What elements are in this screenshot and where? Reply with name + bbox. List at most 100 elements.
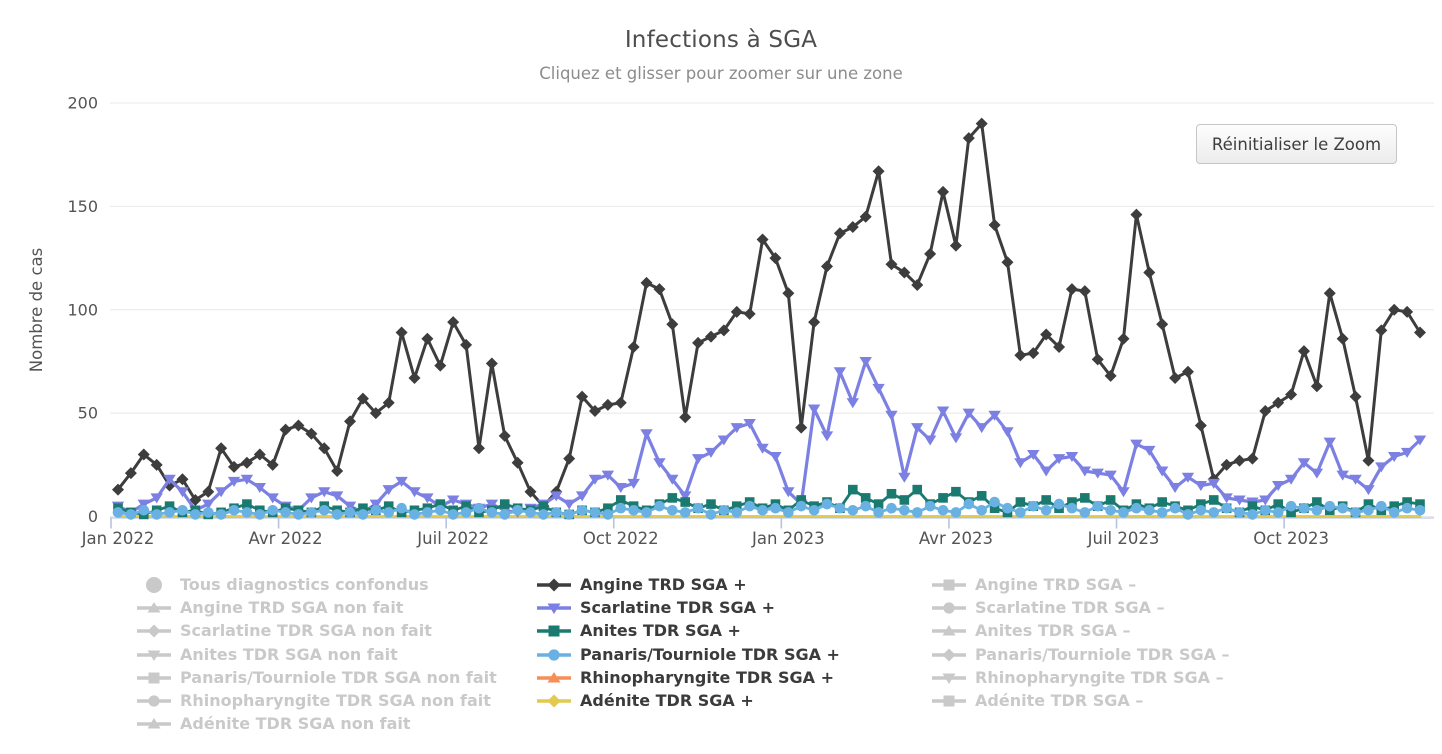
- legend-item-scarlatine-tdr-sga-non-fait[interactable]: Scarlatine TDR SGA non fait: [137, 620, 497, 643]
- data-point-marker: [1336, 470, 1349, 481]
- chart-plot-area[interactable]: 0 50 100 150 200 Jan 2022 Avr 2022 Juil 2022 Oct…: [0, 0, 1442, 565]
- data-point-marker: [1053, 340, 1066, 353]
- data-point-marker: [112, 483, 124, 496]
- data-point-marker: [137, 448, 150, 461]
- legend-item-anites-tdr-sga[interactable]: Anites TDR SGA –: [932, 620, 1230, 643]
- data-point-marker: [859, 210, 872, 223]
- data-point-marker: [396, 502, 407, 514]
- legend-item-anites-tdr-sga-non-fait[interactable]: Anites TDR SGA non fait: [137, 643, 497, 666]
- legend-item-ad-nite-tdr-sga[interactable]: Adénite TDR SGA +: [537, 689, 840, 712]
- data-point-marker: [666, 318, 679, 331]
- data-point-marker: [150, 493, 163, 504]
- data-point-marker: [344, 507, 356, 518]
- data-point-marker: [550, 507, 562, 518]
- data-point-marker: [1091, 468, 1104, 479]
- data-point-marker: [435, 499, 446, 509]
- data-point-marker: [783, 507, 794, 518]
- data-point-marker: [1207, 478, 1220, 489]
- data-point-marker: [202, 499, 215, 510]
- data-point-marker: [1143, 504, 1155, 516]
- legend-item-ad-nite-tdr-sga-non-fait[interactable]: Adénite TDR SGA non fait: [137, 713, 497, 736]
- data-point-marker: [538, 509, 549, 520]
- data-point-marker: [421, 493, 434, 504]
- data-point-marker: [899, 504, 910, 516]
- rhinopharyngite-tdr-sga-marker-icon: [537, 671, 571, 683]
- x-axis-tick-label: Jan 2022: [81, 529, 155, 548]
- data-point-marker: [485, 499, 499, 510]
- data-point-marker: [1181, 365, 1194, 378]
- data-point-marker: [679, 491, 692, 502]
- data-point-marker: [383, 501, 394, 511]
- data-point-marker: [1401, 305, 1414, 318]
- scarlatine-tdr-sga-non-fait-marker-icon: [137, 624, 171, 638]
- data-point-marker: [706, 499, 716, 509]
- data-point-marker: [1259, 495, 1272, 506]
- data-point-marker: [1065, 452, 1079, 463]
- data-point-marker: [1337, 502, 1348, 514]
- data-point-marker: [383, 507, 395, 518]
- data-point-marker: [872, 383, 885, 394]
- legend-item-panaris-tourniole-tdr-sga-non-fait[interactable]: Panaris/Tourniole TDR SGA non fait: [137, 666, 497, 689]
- data-point-marker: [769, 452, 782, 463]
- data-point-marker: [524, 485, 537, 498]
- data-point-marker: [242, 499, 252, 509]
- data-point-marker: [266, 493, 279, 504]
- data-point-marker: [331, 509, 343, 520]
- data-point-marker: [1079, 507, 1091, 518]
- data-point-marker: [666, 474, 679, 485]
- legend-item-panaris-tourniole-tdr-sga[interactable]: Panaris/Tourniole TDR SGA –: [932, 643, 1230, 666]
- data-point-marker: [911, 507, 923, 518]
- y-axis-tick-label: 50: [78, 404, 98, 423]
- reset-zoom-button[interactable]: Réinitialiser le Zoom: [1196, 124, 1397, 164]
- data-point-marker: [1181, 472, 1195, 483]
- data-point-marker: [704, 447, 718, 458]
- data-point-marker: [1312, 497, 1322, 507]
- data-point-marker: [370, 504, 382, 516]
- legend-item-scarlatine-tdr-sga[interactable]: Scarlatine TDR SGA –: [932, 596, 1230, 619]
- legend-item-angine-trd-sga-non-fait[interactable]: Angine TRD SGA non fait: [137, 596, 497, 619]
- data-point-marker: [846, 221, 859, 234]
- legend-item-rhinopharyngite-tdr-sga-non-fait[interactable]: Rhinopharyngite TDR SGA non fait: [137, 689, 497, 712]
- data-point-marker: [253, 483, 267, 494]
- data-point-marker: [447, 509, 459, 520]
- data-point-marker: [1400, 447, 1414, 458]
- data-point-marker: [795, 421, 808, 434]
- panaris-tourniole-tdr-sga-marker-icon: [537, 648, 571, 661]
- data-point-marker: [924, 500, 936, 512]
- data-point-marker: [718, 504, 730, 516]
- data-point-marker: [112, 507, 124, 518]
- legend-item-ad-nite-tdr-sga[interactable]: Adénite TDR SGA –: [932, 689, 1230, 712]
- data-point-marker: [1130, 208, 1143, 221]
- data-point-marker: [1143, 266, 1156, 279]
- data-point-marker: [1220, 493, 1233, 504]
- legend-column-1: Tous diagnostics confondus Angine TRD SGA…: [137, 573, 497, 736]
- x-axis-tick-label: Jan 2023: [751, 529, 825, 548]
- data-point-marker: [744, 500, 755, 512]
- data-point-marker: [460, 507, 472, 518]
- data-point-marker: [1130, 439, 1143, 450]
- legend-item-anites-tdr-sga[interactable]: Anites TDR SGA +: [537, 620, 840, 643]
- data-point-marker: [705, 509, 717, 520]
- legend-item-angine-trd-sga[interactable]: Angine TRD SGA +: [537, 573, 840, 596]
- legend-item-panaris-tourniole-tdr-sga[interactable]: Panaris/Tourniole TDR SGA +: [537, 643, 840, 666]
- data-point-marker: [266, 458, 279, 471]
- data-point-marker: [692, 336, 705, 349]
- ad-nite-tdr-sga-non-fait-marker-icon: [137, 718, 171, 729]
- data-point-marker: [885, 258, 898, 271]
- data-point-marker: [215, 442, 228, 455]
- data-point-marker: [163, 474, 176, 485]
- legend-item-tous-diagnostics-confondus[interactable]: Tous diagnostics confondus: [137, 573, 497, 596]
- data-point-marker: [176, 473, 189, 486]
- legend-item-scarlatine-tdr-sga[interactable]: Scarlatine TDR SGA +: [537, 596, 840, 619]
- data-point-marker: [240, 474, 254, 485]
- data-point-marker: [241, 507, 253, 518]
- legend-item-rhinopharyngite-tdr-sga[interactable]: Rhinopharyngite TDR SGA –: [932, 666, 1230, 689]
- legend-item-rhinopharyngite-tdr-sga[interactable]: Rhinopharyngite TDR SGA +: [537, 666, 840, 689]
- data-point-marker: [602, 509, 614, 520]
- legend-item-angine-trd-sga[interactable]: Angine TRD SGA –: [932, 573, 1230, 596]
- data-point-marker: [357, 509, 369, 520]
- data-point-marker: [318, 504, 330, 516]
- data-point-marker: [1194, 480, 1208, 491]
- data-point-marker: [821, 498, 833, 510]
- data-point-marker: [1388, 303, 1401, 316]
